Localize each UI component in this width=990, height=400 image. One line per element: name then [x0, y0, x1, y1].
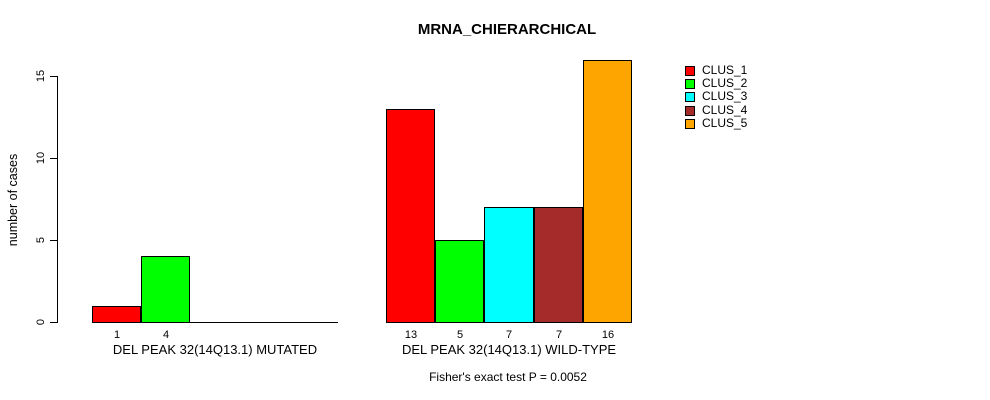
bar-value-label: 5: [456, 329, 464, 341]
legend-item-clus_1: CLUS_1: [685, 64, 747, 77]
y-axis-tick: [50, 322, 57, 323]
legend-item-clus_4: CLUS_4: [685, 104, 747, 117]
bar-clus_3-group2: [484, 207, 534, 323]
legend-swatch-clus_3: [685, 91, 695, 102]
legend-item-label: CLUS_5: [702, 116, 748, 130]
bar-clus_4-group2: [534, 207, 583, 323]
legend-swatch-clus_1: [685, 65, 695, 76]
legend-swatch-clus_2: [685, 78, 695, 89]
legend-item-label: CLUS_1: [702, 63, 748, 77]
zero-bar-clus_3-group1: [190, 322, 240, 323]
group-label-wild-type: DEL PEAK 32(14Q13.1) WILD-TYPE: [401, 342, 617, 357]
y-axis-spine: [57, 76, 58, 323]
legend-item-clus_2: CLUS_2: [685, 77, 747, 90]
bar-value-label: 7: [555, 329, 563, 341]
y-axis-tick-label: 10: [35, 151, 47, 165]
legend-item-clus_5: CLUS_5: [685, 117, 747, 130]
chart-title: MRNA_CHIERARCHICAL: [417, 21, 597, 38]
group-label-mutated: DEL PEAK 32(14Q13.1) MUTATED: [112, 342, 318, 357]
bar-value-label: 16: [601, 329, 615, 341]
fisher-test-annotation: Fisher's exact test P = 0.0052: [429, 370, 587, 384]
legend-item-label: CLUS_2: [702, 76, 748, 90]
y-axis-tick-label: 5: [35, 236, 47, 244]
y-axis-tick: [50, 240, 57, 241]
legend-item-label: CLUS_4: [702, 103, 748, 117]
y-axis-tick-label: 0: [35, 318, 47, 326]
legend-swatch-clus_5: [685, 118, 695, 129]
y-axis-tick: [50, 76, 57, 77]
legend-item-label: CLUS_3: [702, 89, 748, 103]
zero-bar-clus_4-group1: [240, 322, 289, 323]
bar-value-label: 4: [162, 329, 170, 341]
bar-value-label: 1: [113, 329, 121, 341]
bar-clus_1-group2: [386, 109, 435, 323]
zero-bar-clus_5-group1: [289, 322, 338, 323]
bar-clus_1-group1: [92, 306, 141, 323]
bar-clus_2-group1: [141, 256, 190, 323]
bar-value-label: 13: [404, 329, 418, 341]
bar-value-label: 7: [505, 329, 513, 341]
bar-clus_5-group2: [583, 60, 632, 323]
y-axis-tick: [50, 158, 57, 159]
y-axis-title: number of cases: [6, 153, 20, 247]
bar-clus_2-group2: [435, 240, 484, 323]
legend-item-clus_3: CLUS_3: [685, 90, 747, 103]
legend-swatch-clus_4: [685, 105, 695, 116]
y-axis-tick-label: 15: [35, 69, 47, 83]
